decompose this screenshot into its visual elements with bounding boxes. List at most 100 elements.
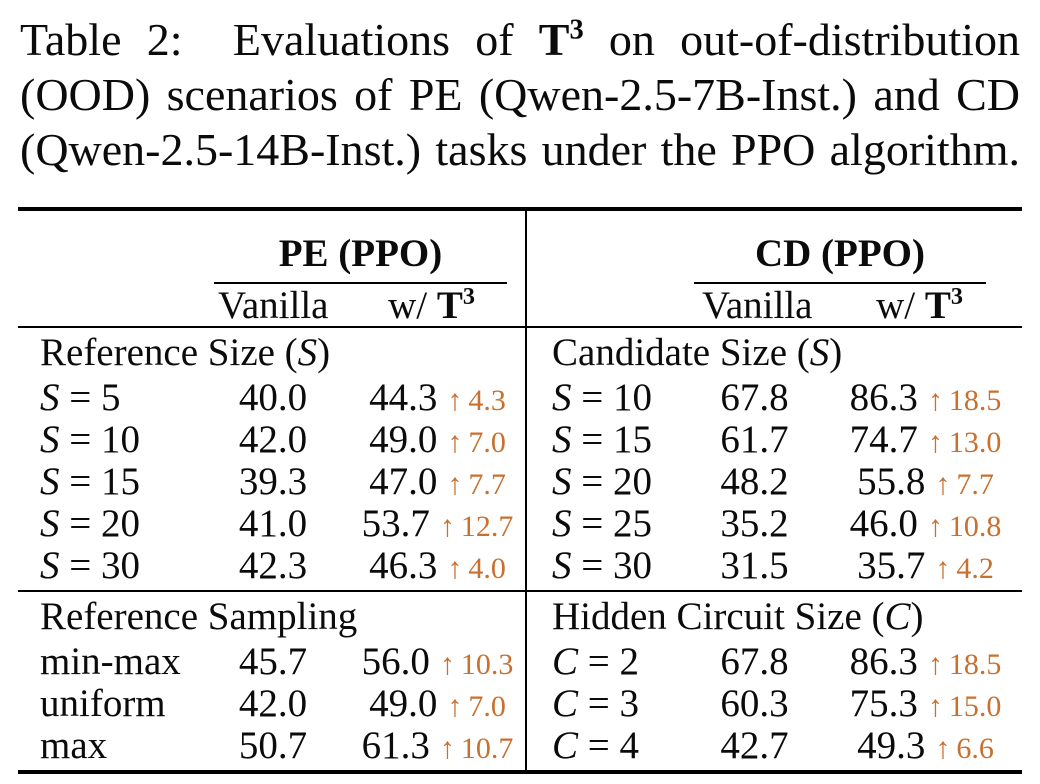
cd-subheader-row: Vanilla w/ T3 [527,284,1022,326]
table-row: S = 20 48.2 55.8 ↑ 7.7 [527,460,1022,502]
improvement-badge: ↑ 4.3 [447,383,506,417]
pe-wt3-column-header: w/ T3 [328,284,525,327]
t3-superscript: 3 [950,282,963,310]
row-label: S = 30 [18,546,218,585]
caption-text-pre: Table 2: Evaluations of [20,14,539,65]
pe-size-half: Reference Size (S) S = 5 40.0 44.3 ↑ 4.3 S = 1… [18,328,525,590]
row-label: C = 2 [527,642,702,681]
table-row: min-max 45.7 56.0 ↑ 10.3 [18,640,525,682]
column-group-pe: PE (PPO) [214,234,507,284]
vanilla-value: 42.3 [238,543,308,587]
wt3-cell: 55.8 ↑ 7.7 [807,462,1022,501]
row-label-rest: = 4 [578,723,640,767]
wt3-cell: 49.0 ↑ 7.0 [328,420,525,459]
up-arrow-icon: ↑ [927,509,943,543]
improvement-value: 13.0 [948,425,1002,459]
improvement-value: 10.8 [948,509,1002,543]
group-title-close: ) [317,331,331,374]
wt3-value: 49.3 [857,723,926,767]
vanilla-value: 31.5 [720,543,789,587]
improvement-value: 4.3 [468,383,506,417]
improvement-value: 4.0 [468,551,506,585]
improvement-value: 7.0 [468,689,506,723]
row-label: S = 15 [18,462,218,501]
group-title-text: Hidden Circuit Size ( [552,595,885,638]
table-group-row: Candidate Size (S) [527,329,1022,376]
section-mid-rule [18,590,1022,592]
table-row: S = 30 42.3 46.3 ↑ 4.0 [18,544,525,586]
t3-superscript: 3 [462,282,475,310]
improvement-badge: ↑ 13.0 [927,425,1002,459]
improvement-value: 18.5 [948,647,1002,681]
wt3-value: 74.7 [849,417,918,461]
vanilla-value: 67.8 [720,639,789,683]
row-label-var: C [552,639,579,683]
results-table: PE (PPO) Vanilla w/ T3 CD (PPO) Vanilla … [18,207,1022,774]
vanilla-value: 35.2 [720,501,789,545]
group-title-text: Candidate Size ( [552,331,810,374]
vanilla-value: 61.7 [720,417,789,461]
row-label-rest: = 5 [59,375,121,419]
improvement-badge: ↑ 15.0 [928,689,1002,723]
row-label-var: S [40,375,60,419]
vanilla-value: 42.0 [238,417,308,461]
caption-line-2: (OOD) scenarios of PE (Qwen-2.5-7B-Inst.… [20,69,1020,120]
row-label-rest: = 15 [59,459,140,503]
group-title: Candidate Size (S) [527,333,842,372]
t3-base: T [924,283,951,327]
cd-group-row: CD (PPO) [527,211,1022,284]
row-label-rest: = 10 [571,375,652,419]
improvement-badge: ↑ 12.7 [440,511,514,542]
up-arrow-icon: ↑ [439,731,455,765]
improvement-badge: ↑ 10.7 [439,731,514,765]
caption-line-1: Table 2: Evaluations of T3 on out-of-dis… [20,12,1020,67]
up-arrow-icon: ↑ [927,383,943,417]
table-row: S = 5 40.0 44.3 ↑ 4.3 [18,376,525,418]
group-title: Reference Size (S) [18,333,330,372]
t3-symbol: T3 [437,284,475,327]
table-group-row: Hidden Circuit Size (C) [527,593,1022,640]
improvement-badge: ↑ 7.0 [447,689,506,723]
vanilla-value: 41.0 [238,501,308,545]
row-label: uniform [18,684,218,723]
row-label: S = 10 [527,378,702,417]
improvement-badge: ↑ 6.6 [935,731,994,765]
improvement-badge: ↑ 10.3 [440,649,514,680]
table-group-row: Reference Size (S) [18,329,525,376]
group-title: Reference Sampling [18,597,357,636]
wt3-value: 44.3 [369,375,438,419]
t3-base: T [436,283,463,327]
pe-group-row: PE (PPO) [18,211,525,284]
row-label-rest: = 10 [59,417,140,461]
table-row: C = 3 60.3 75.3 ↑ 15.0 [527,682,1022,724]
table-row: S = 10 67.8 86.3 ↑ 18.5 [527,376,1022,418]
t3-base: T [538,14,570,65]
row-label: S = 25 [527,504,702,543]
up-arrow-icon: ↑ [927,425,943,459]
table-section-sampling: Reference Sampling min-max 45.7 56.0 ↑ 10.3 un… [18,592,1022,770]
improvement-value: 15.0 [948,689,1002,723]
row-label: max [18,726,218,765]
group-title-close: ) [910,595,924,638]
wt3-cell: 49.0 ↑ 7.0 [328,684,525,723]
row-label-text: uniform [40,681,166,725]
row-label: S = 20 [527,462,702,501]
wt3-cell: 47.0 ↑ 7.7 [328,462,525,501]
row-label-rest: = 2 [578,639,640,683]
improvement-badge: ↑ 7.7 [935,469,994,500]
row-label-rest: = 3 [578,681,640,725]
wt3-cell: 86.3 ↑ 18.5 [807,378,1022,417]
column-group-cd: CD (PPO) [694,234,986,284]
row-label: C = 4 [527,726,702,765]
table-group-row: Reference Sampling [18,593,525,640]
row-label-var: C [552,723,579,767]
table-row: uniform 42.0 49.0 ↑ 7.0 [18,682,525,724]
improvement-value: 6.6 [956,731,994,765]
improvement-badge: ↑ 4.2 [935,553,994,584]
row-label-var: S [40,417,60,461]
t3-symbol: T3 [925,284,963,327]
group-title-var: S [297,331,318,374]
wt3-value: 61.3 [361,723,430,767]
row-label: S = 10 [18,420,218,459]
vanilla-value: 42.7 [720,723,789,767]
